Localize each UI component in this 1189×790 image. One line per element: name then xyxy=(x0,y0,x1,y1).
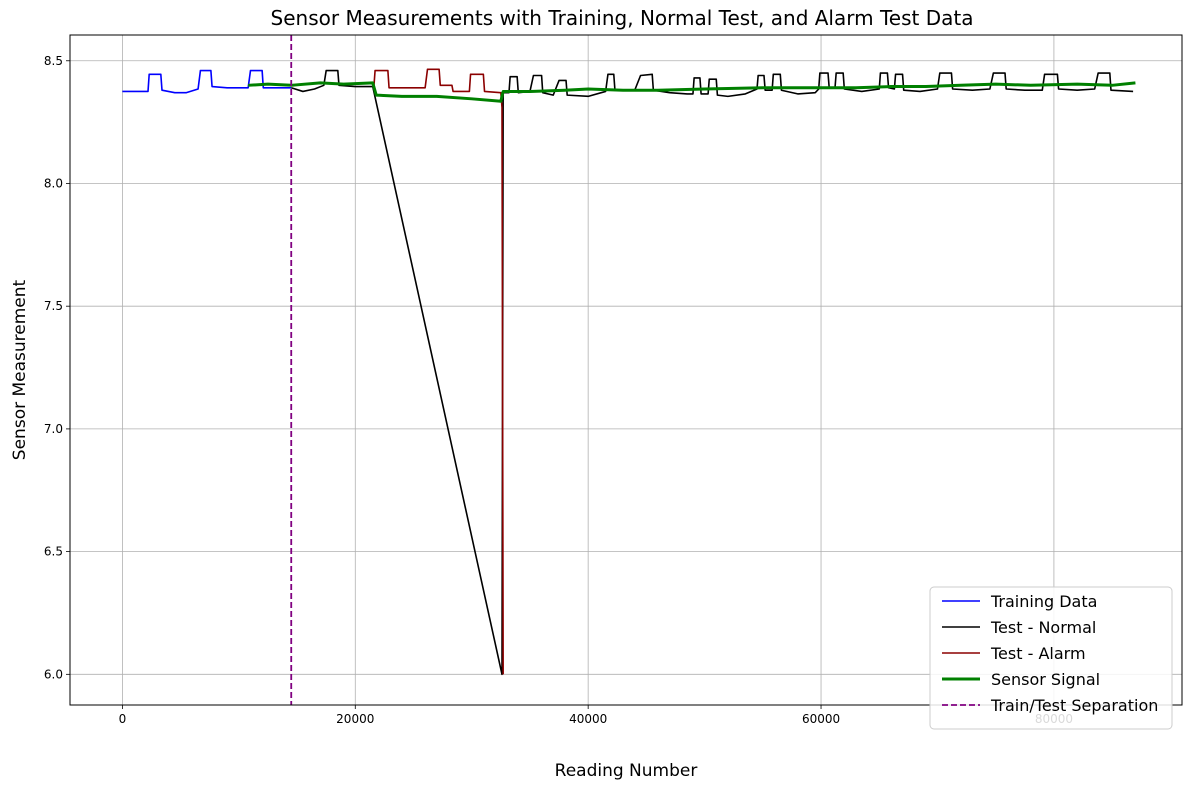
x-axis-title: Reading Number xyxy=(555,761,698,781)
y-tick-label: 6.5 xyxy=(44,545,63,559)
x-tick-label: 40000 xyxy=(569,712,607,726)
legend: Training Data Test - Normal Test - Alarm Se… xyxy=(929,586,1173,730)
axis-ticks: 0200004000060000800006.06.57.07.58.08.5 xyxy=(44,54,1073,726)
y-tick-label: 8.0 xyxy=(44,176,63,190)
series-lines xyxy=(122,35,1136,705)
x-tick-label: 60000 xyxy=(802,712,840,726)
plot-area-frame xyxy=(69,34,1183,706)
legend-box xyxy=(929,586,1173,730)
series-line-sensor-signal xyxy=(248,81,1136,103)
legend-label: Test - Normal xyxy=(990,618,1096,637)
series-line-training-data xyxy=(122,69,292,94)
legend-label: Train/Test Separation xyxy=(990,696,1158,715)
y-tick-label: 7.0 xyxy=(44,422,63,436)
x-tick-label: 0 xyxy=(119,712,127,726)
y-axis-title: Sensor Measurement xyxy=(10,279,30,460)
series-line-test-alarm xyxy=(373,68,504,675)
legend-label: Training Data xyxy=(990,592,1097,611)
grid-lines xyxy=(70,35,1182,705)
legend-label: Test - Alarm xyxy=(990,644,1086,663)
legend-label: Sensor Signal xyxy=(991,670,1100,689)
y-tick-label: 8.5 xyxy=(44,54,63,68)
y-tick-label: 6.0 xyxy=(44,667,63,681)
chart-title: Sensor Measurements with Training, Norma… xyxy=(271,6,974,30)
y-tick-label: 7.5 xyxy=(44,299,63,313)
x-tick-label: 20000 xyxy=(336,712,374,726)
